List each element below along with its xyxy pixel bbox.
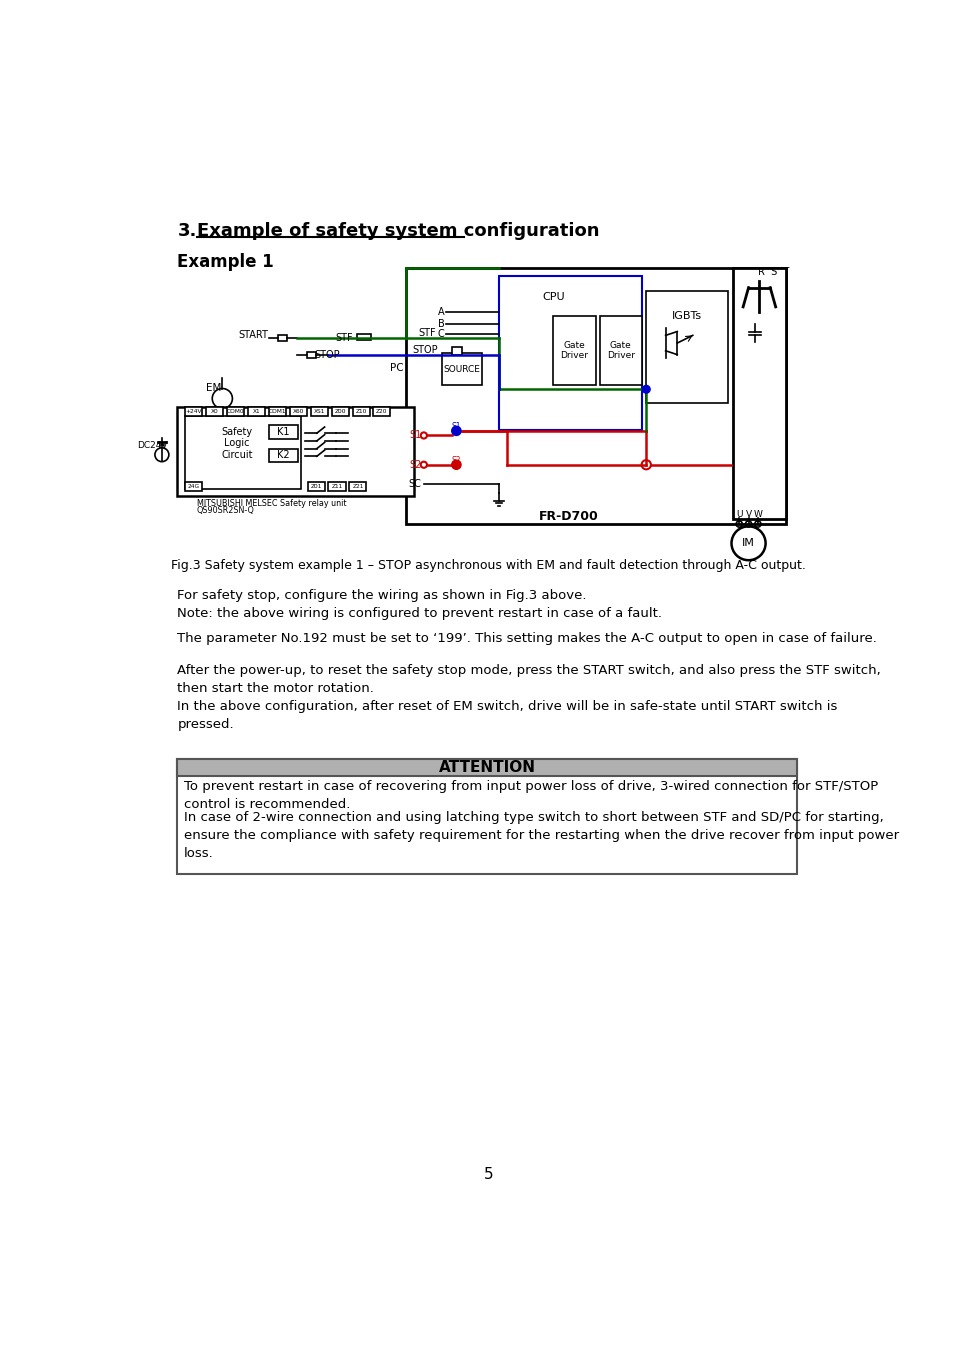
Bar [278,335,287,340]
Bar [373,407,390,416]
Bar [356,334,371,340]
Text: Z21: Z21 [352,484,363,489]
Text: +24V: +24V [185,409,202,415]
Bar [206,407,223,416]
Text: V: V [744,511,751,519]
Circle shape [736,521,741,527]
Bar [307,482,324,490]
Bar [177,407,414,496]
Text: ATTENTION: ATTENTION [438,759,536,775]
Text: Z11: Z11 [331,484,342,489]
Text: K2: K2 [277,450,290,461]
Bar [349,482,366,490]
Bar [248,407,265,416]
Bar [185,482,202,490]
Circle shape [452,426,460,435]
Text: XS1: XS1 [314,409,325,415]
Text: Example of safety system configuration: Example of safety system configuration [196,222,598,240]
Text: After the power-up, to reset the safety stop mode, press the START switch, and a: After the power-up, to reset the safety … [177,665,881,731]
Bar [269,407,286,416]
Bar [227,407,244,416]
Text: Safety
Logic
Circuit: Safety Logic Circuit [221,427,253,459]
Text: QS90SR2SN-Q: QS90SR2SN-Q [196,507,254,515]
Text: W: W [753,511,761,519]
Text: K1: K1 [277,427,290,438]
Text: X60: X60 [293,409,304,415]
Bar [177,759,797,775]
Text: S1: S1 [409,431,421,440]
Bar [185,407,202,416]
Text: U: U [735,511,741,519]
Bar [452,347,461,354]
Text: STOP: STOP [314,350,339,359]
Text: Fig.3 Safety system example 1 – STOP asynchronous with EM and fault detection th: Fig.3 Safety system example 1 – STOP asy… [172,559,805,571]
Text: S1: S1 [451,423,460,431]
Text: R  S  T: R S T [758,267,789,277]
Text: Z01: Z01 [310,484,321,489]
Bar [645,292,727,403]
Text: PC: PC [390,363,403,373]
Text: IM: IM [741,538,754,549]
Text: SC: SC [409,480,421,489]
Text: Z00: Z00 [334,409,346,415]
Bar [269,426,298,439]
Text: Z20: Z20 [375,409,387,415]
Text: SOURCE: SOURCE [443,365,479,374]
Bar [441,353,481,385]
Text: STF: STF [417,328,436,338]
Text: Example 1: Example 1 [177,253,274,272]
Bar [332,407,348,416]
Text: Gate
Driver: Gate Driver [559,340,588,361]
Text: To prevent restart in case of recovering from input power loss of drive, 3-wired: To prevent restart in case of recovering… [183,781,877,812]
Circle shape [452,461,460,469]
Text: STOP: STOP [412,345,437,355]
Text: COM0: COM0 [227,409,244,415]
Text: FR-D700: FR-D700 [538,509,598,523]
Bar [353,407,369,416]
Text: For safety stop, configure the wiring as shown in Fig.3 above.
Note: the above w: For safety stop, configure the wiring as… [177,589,661,620]
Text: Z10: Z10 [355,409,366,415]
Bar [406,269,785,524]
Bar [307,351,315,358]
Text: B: B [437,319,444,328]
Text: 24G: 24G [188,484,199,489]
Text: 3.: 3. [177,222,196,240]
Bar [599,316,641,385]
Circle shape [641,385,649,393]
Text: EM: EM [206,382,221,393]
Bar [311,407,328,416]
Text: CPU: CPU [541,292,564,301]
Text: S2: S2 [409,459,421,470]
Text: MITSUBISHI MELSEC Safety relay unit: MITSUBISHI MELSEC Safety relay unit [196,499,346,508]
Text: DC24V: DC24V [136,440,167,450]
Text: C: C [437,328,444,339]
Bar [732,269,785,519]
Circle shape [744,521,751,527]
Bar [185,416,301,489]
Text: START: START [238,331,268,340]
Text: X0: X0 [211,409,218,415]
Text: IGBTs: IGBTs [671,311,700,322]
Text: Gate
Driver: Gate Driver [606,340,634,361]
Bar [498,276,641,430]
Text: The parameter No.192 must be set to ‘199’. This setting makes the A-C output to : The parameter No.192 must be set to ‘199… [177,632,877,644]
Bar [290,407,307,416]
Text: COM1: COM1 [269,409,286,415]
Text: A: A [437,307,444,317]
Bar [269,449,298,462]
Text: In case of 2-wire connection and using latching type switch to short between STF: In case of 2-wire connection and using l… [183,811,898,861]
Text: STF: STF [335,332,353,343]
Text: 5: 5 [483,1167,494,1182]
Text: S2: S2 [451,457,460,465]
Text: X1: X1 [253,409,260,415]
Bar [177,759,797,874]
Circle shape [754,521,760,527]
Bar [553,316,596,385]
Bar [328,482,345,490]
